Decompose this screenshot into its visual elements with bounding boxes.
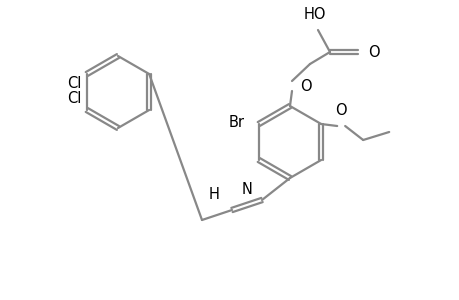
Text: HO: HO xyxy=(303,7,325,22)
Text: N: N xyxy=(241,182,252,197)
Text: Cl: Cl xyxy=(67,91,82,106)
Text: Br: Br xyxy=(228,115,244,130)
Text: Cl: Cl xyxy=(67,76,82,91)
Text: H: H xyxy=(208,187,219,202)
Text: O: O xyxy=(299,79,311,94)
Text: O: O xyxy=(335,103,346,118)
Text: O: O xyxy=(367,44,379,59)
